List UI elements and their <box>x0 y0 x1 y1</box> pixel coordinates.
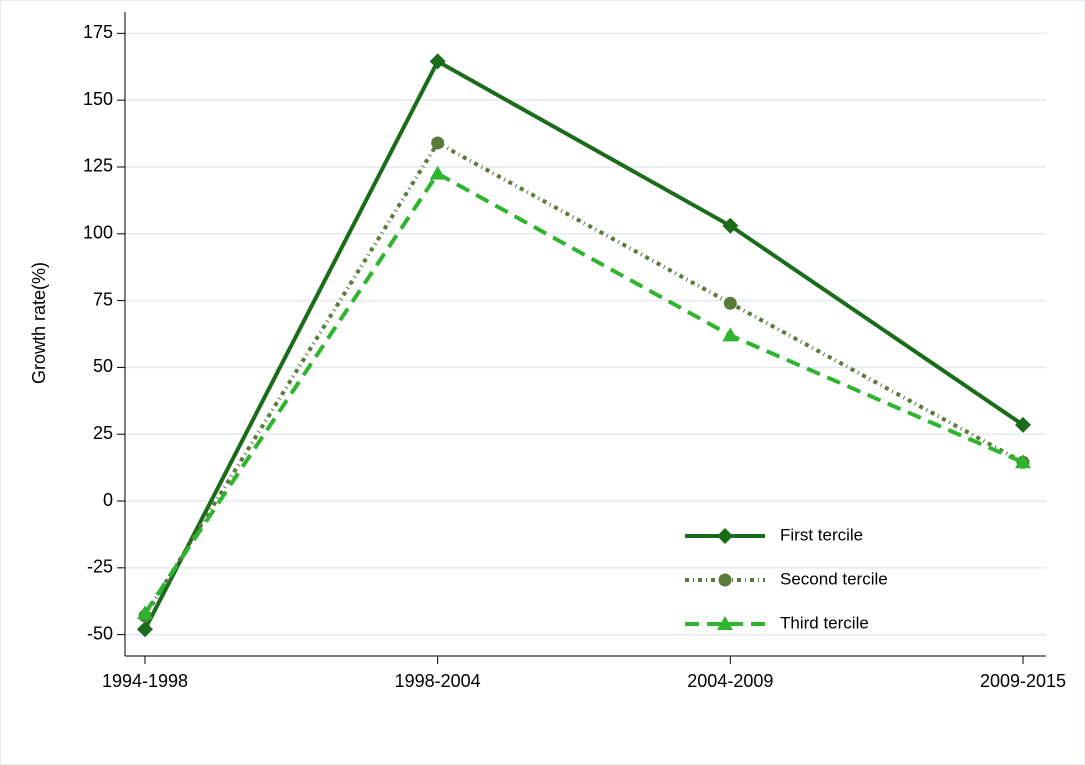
data-point <box>431 136 445 150</box>
series-line <box>143 58 1025 631</box>
y-tick-label: 125 <box>83 156 113 176</box>
y-tick-label: 175 <box>83 22 113 42</box>
y-tick-label: -25 <box>87 557 113 577</box>
y-tick-label: 25 <box>93 423 113 443</box>
data-point <box>137 621 153 638</box>
data-point <box>429 53 446 70</box>
data-point <box>1015 416 1031 433</box>
y-tick-label: 50 <box>93 356 113 376</box>
y-tick-label: 0 <box>103 490 113 510</box>
y-axis-label: Growth rate(%) <box>29 262 49 384</box>
data-point <box>137 605 153 620</box>
y-tick-label: 75 <box>93 289 113 309</box>
data-point <box>722 327 739 342</box>
legend-marker <box>717 528 733 544</box>
y-tick-label: 150 <box>83 89 113 109</box>
series-line <box>143 171 1024 615</box>
legend-marker <box>718 573 732 587</box>
legend-label: First tercile <box>780 525 863 544</box>
data-point <box>722 217 739 234</box>
x-tick-label: 1994-1998 <box>102 671 188 691</box>
data-point <box>723 296 737 310</box>
series-line <box>143 140 1024 617</box>
legend-marker <box>717 616 733 630</box>
y-tick-label: -50 <box>87 623 113 643</box>
y-tick-label: 100 <box>83 223 113 243</box>
x-tick-label: 1998-2004 <box>395 671 481 691</box>
legend-label: Third tercile <box>780 613 869 632</box>
x-tick-label: 2009-2015 <box>980 671 1066 691</box>
x-tick-label: 2004-2009 <box>687 671 773 691</box>
data-point <box>1015 454 1031 469</box>
data-point <box>429 165 446 180</box>
legend-label: Second tercile <box>780 569 888 588</box>
